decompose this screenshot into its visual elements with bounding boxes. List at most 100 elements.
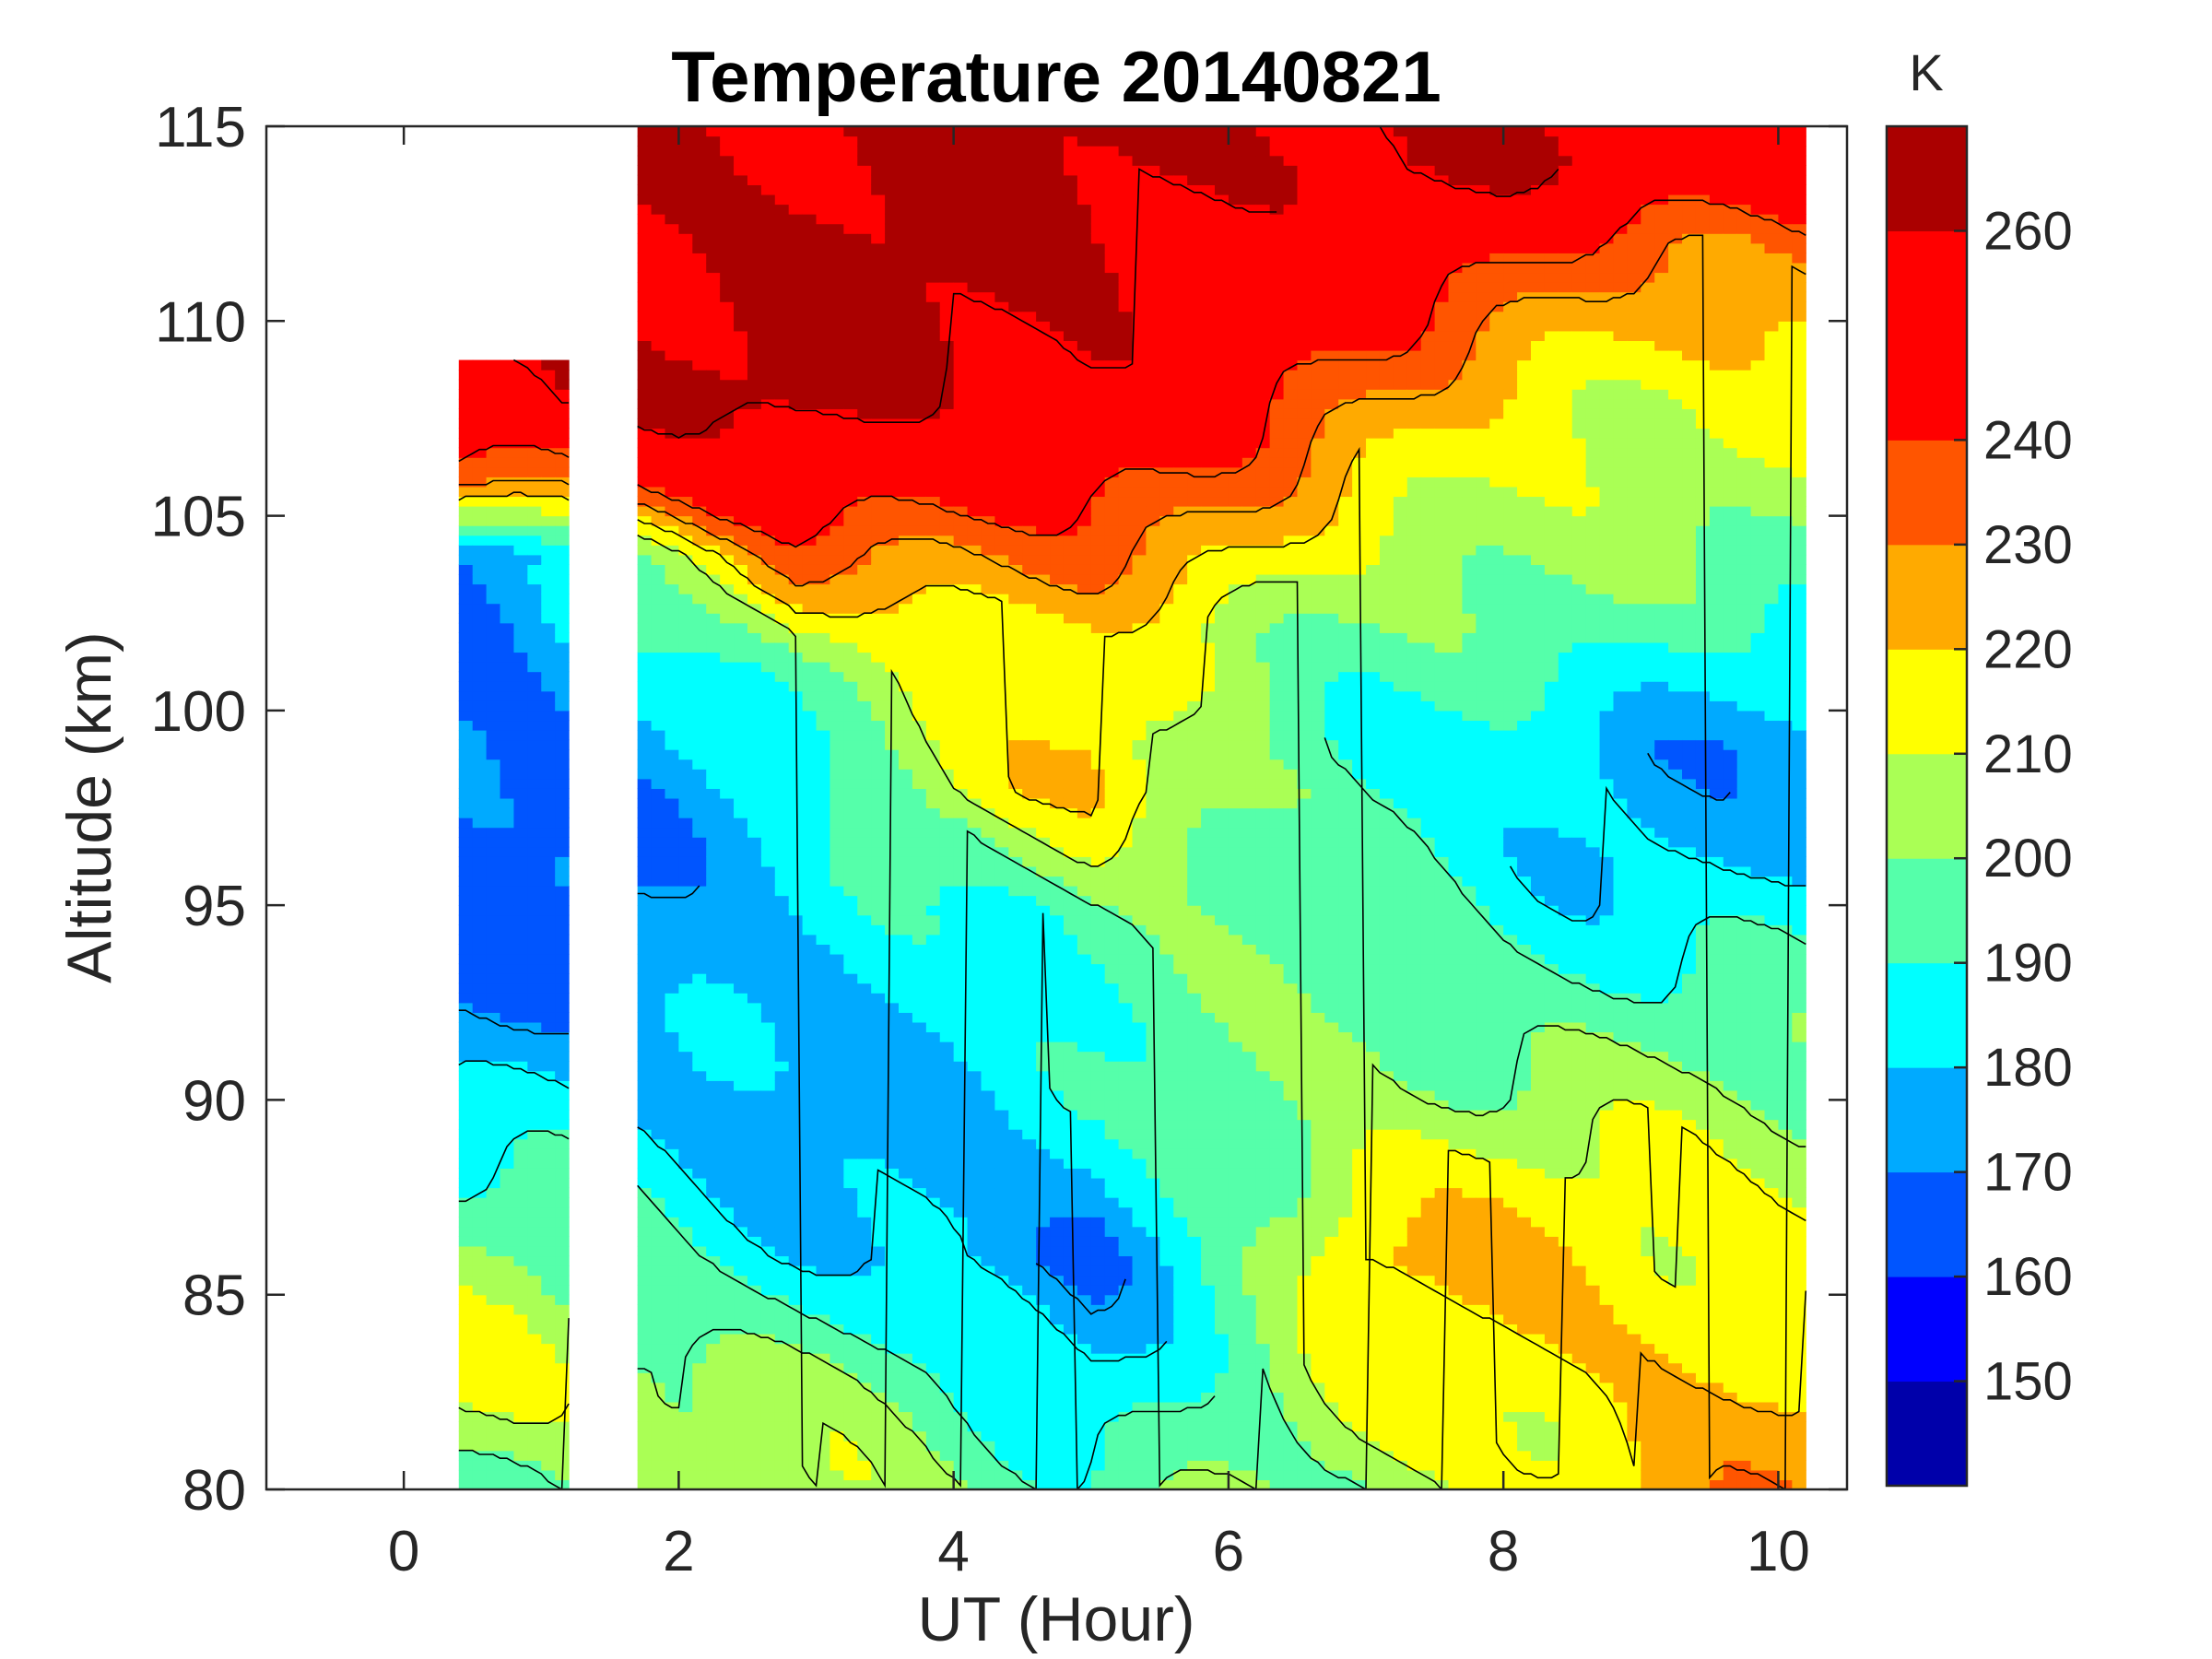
field-cell	[541, 1002, 556, 1013]
field-cell	[843, 710, 858, 722]
field-cell	[747, 778, 762, 789]
field-cell	[802, 963, 818, 974]
field-cell	[857, 1460, 872, 1471]
field-cell	[555, 506, 570, 517]
field-cell	[637, 135, 653, 147]
field-cell	[981, 895, 995, 906]
field-cell	[857, 564, 872, 575]
field-cell	[527, 379, 542, 390]
field-cell	[637, 1236, 653, 1247]
field-cell	[788, 1148, 804, 1159]
field-cell	[925, 1070, 941, 1081]
field-cell	[527, 818, 542, 829]
field-cell	[458, 1061, 474, 1072]
field-cell	[885, 126, 900, 137]
field-cell	[527, 1051, 542, 1062]
field-cell	[981, 1479, 995, 1489]
field-cell	[472, 1313, 488, 1324]
field-cell	[830, 973, 844, 984]
field-cell	[458, 1002, 474, 1013]
field-cell	[760, 700, 776, 712]
field-cell	[734, 545, 748, 556]
field-cell	[1022, 184, 1037, 195]
field-cell	[953, 554, 969, 565]
field-cell	[953, 428, 969, 439]
field-cell	[1022, 641, 1037, 653]
field-cell	[857, 807, 872, 818]
field-cell	[843, 807, 858, 818]
field-cell	[1008, 876, 1023, 887]
field-cell	[486, 515, 501, 526]
field-cell	[747, 818, 762, 829]
field-cell	[513, 564, 528, 575]
field-cell	[912, 418, 927, 429]
field-cell	[720, 165, 735, 176]
field-cell	[885, 165, 900, 176]
field-cell	[912, 1401, 927, 1413]
field-cell	[637, 457, 653, 468]
field-cell	[912, 1021, 927, 1033]
field-cell	[857, 1031, 872, 1042]
field-cell	[1022, 1080, 1037, 1091]
field-cell	[774, 778, 790, 789]
field-cell	[665, 1187, 679, 1198]
field-cell	[651, 1187, 666, 1198]
field-cell	[678, 1275, 693, 1286]
field-cell	[527, 1372, 542, 1383]
field-cell	[912, 457, 927, 468]
field-cell	[912, 155, 927, 166]
field-cell	[857, 1089, 872, 1101]
field-cell	[925, 886, 941, 897]
field-cell	[774, 924, 790, 935]
field-cell	[925, 622, 941, 633]
field-cell	[953, 223, 969, 234]
field-cell	[472, 1294, 488, 1305]
field-cell	[994, 788, 1009, 799]
field-cell	[720, 583, 735, 594]
field-cell	[816, 1353, 831, 1364]
field-cell	[774, 155, 790, 166]
field-cell	[706, 321, 721, 332]
field-cell	[899, 194, 913, 206]
field-cell	[760, 1401, 776, 1413]
field-cell	[747, 486, 762, 498]
field-cell	[899, 934, 913, 945]
field-cell	[899, 720, 913, 731]
field-cell	[747, 797, 762, 809]
field-cell	[734, 1401, 748, 1413]
field-cell	[665, 146, 679, 157]
field-cell	[500, 729, 515, 741]
field-cell	[912, 1051, 927, 1062]
field-cell	[899, 1313, 913, 1324]
field-cell	[555, 466, 570, 477]
field-cell	[692, 174, 707, 185]
field-cell	[843, 739, 858, 750]
field-cell	[871, 1206, 886, 1218]
field-cell	[734, 1119, 748, 1130]
field-cell	[541, 1324, 556, 1335]
field-cell	[788, 515, 804, 526]
field-cell	[830, 594, 844, 605]
field-cell	[967, 515, 982, 526]
field-cell	[760, 846, 776, 857]
field-cell	[967, 214, 982, 225]
field-cell	[527, 545, 542, 556]
field-cell	[665, 515, 679, 526]
field-cell	[472, 1206, 488, 1218]
field-cell	[486, 1313, 501, 1324]
field-cell	[760, 729, 776, 741]
field-cell	[774, 301, 790, 312]
field-cell	[734, 506, 748, 517]
field-cell	[651, 525, 666, 536]
field-cell	[981, 905, 995, 916]
field-cell	[774, 1441, 790, 1452]
field-cell	[665, 1002, 679, 1013]
field-cell	[747, 739, 762, 750]
field-cell	[665, 1138, 679, 1149]
field-cell	[637, 1119, 653, 1130]
field-cell	[939, 1089, 955, 1101]
field-cell	[678, 1021, 693, 1033]
field-cell	[939, 1245, 955, 1257]
field-cell	[816, 535, 831, 546]
field-cell	[1008, 233, 1023, 244]
